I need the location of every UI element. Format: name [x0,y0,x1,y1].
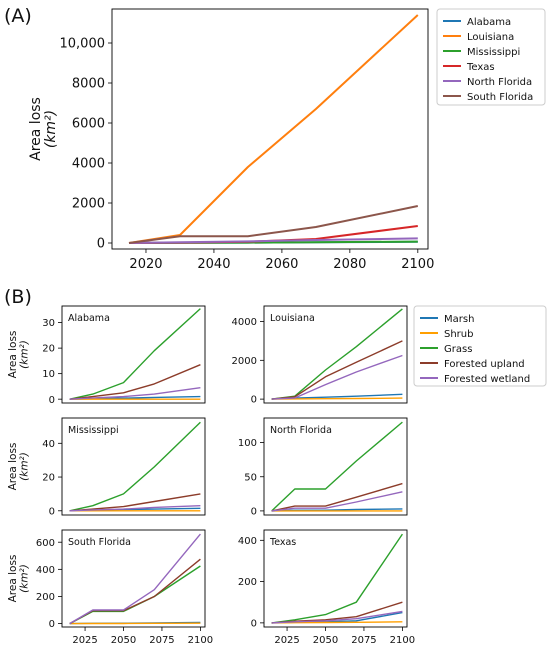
legend-b-label: Shrub [444,329,473,340]
legend-a-label: Texas [466,62,495,73]
chart-b-4-ytick-label: 0 [251,507,257,518]
chart-b-2-ytick-label: 2000 [232,356,257,367]
chart-a-ylabel-text: Area loss [28,97,44,161]
chart-b-3-title: Mississippi [68,425,119,436]
chart-b-1-ytick-label: 10 [42,369,55,380]
chart-b-5-frame [61,529,206,628]
legend-a-label: Alabama [467,17,511,28]
legend-b-label: Marsh [444,314,474,325]
chart-a-ytick-label: 10,000 [60,37,106,52]
chart-b-5-xtick-label: 2100 [188,635,213,646]
chart-a-ytick-label: 8000 [72,77,105,92]
chart-b-5-ylabel-text: Area loss [7,555,19,603]
legend-a-label: Louisiana [467,32,514,43]
chart-a-xtick-label: 2060 [265,257,298,272]
chart-b-5-ytick-label: 600 [36,538,55,549]
chart-b-1-ytick-label: 20 [42,344,55,355]
chart-b-6-ytick-label: 200 [238,577,257,588]
chart-a-ylabel-unit: (km²) [43,110,59,148]
chart-b-5-ytick-label: 400 [36,565,55,576]
chart-a-ytick-label: 0 [97,237,105,252]
legend-a-label: Mississippi [467,47,520,58]
chart-b-3-ytick-label: 20 [42,473,55,484]
chart-a-frame [111,8,429,250]
legend-a-frame [436,8,546,106]
chart-a-xtick-label: 2080 [333,257,366,272]
chart-b-1-ytick-label: 30 [42,318,55,329]
chart-b-6-series-grass [271,533,403,624]
chart-b-3-frame [61,417,206,516]
legend-b-frame [413,305,547,387]
chart-b-3-ylabel-unit: (km²) [19,452,31,481]
chart-b-2-ytick-label: 0 [251,395,257,406]
chart-b-6-series-forested-wetland [271,610,403,624]
chart-b-1-series-forested-upland [69,364,201,400]
chart-a-xtick-label: 2040 [197,257,230,272]
chart-b-5-ytick-label: 200 [36,592,55,603]
chart-b-4-series-forested-wetland [271,491,403,512]
chart-b-5-xtick-label: 2025 [72,635,97,646]
chart-a-ylabel: Area loss (km²) [28,97,59,161]
chart-b-6-frame [263,529,408,628]
chart-b-4-frame [263,417,408,516]
chart-b-1-ylabel: Area loss (km²) [7,331,31,379]
chart-a-series-south-florida [128,205,419,244]
chart-b-6-xtick-label: 2050 [313,635,338,646]
chart-b-3-ytick-label: 40 [42,439,55,450]
chart-b-1-frame [61,305,206,404]
chart-b-4-title: North Florida [270,425,332,436]
panel-label-a: (A) [4,5,32,27]
chart-b-5-xtick-label: 2050 [111,635,136,646]
chart-b-2-frame [263,305,408,404]
chart-a-xtick-label: 2100 [401,257,434,272]
chart-b-3-series-forested-wetland [69,505,201,512]
chart-b-4-ytick-label: 100 [238,438,257,449]
legend-b-label: Grass [444,344,472,355]
chart-b-3-ylabel-text: Area loss [7,443,19,491]
chart-b-1-ylabel-unit: (km²) [19,340,31,369]
chart-b-6-xtick-label: 2075 [351,635,376,646]
chart-b-3-ytick-label: 0 [49,506,55,517]
chart-b-5-ylabel-unit: (km²) [19,564,31,593]
chart-a-ytick-label: 6000 [72,117,105,132]
chart-b-2-series-forested-wetland [271,354,403,400]
chart-b-4-ytick-label: 50 [244,472,257,483]
chart-b-2-ytick-label: 4000 [232,317,257,328]
chart-b-6-ytick-label: 400 [238,536,257,547]
chart-b-1-series-grass [69,308,201,400]
chart-b-1-title: Alabama [68,313,110,324]
chart-b-3-ylabel: Area loss (km²) [7,443,31,491]
chart-b-4-series-grass [271,421,403,512]
chart-a-series-north-florida [128,237,418,244]
chart-a-series-louisiana [128,14,419,244]
chart-b-4-series-forested-upland [271,482,403,512]
chart-b-5-ylabel: Area loss (km²) [7,555,31,603]
chart-b-3-series-grass [69,421,201,512]
chart-b-2-title: Louisiana [270,313,315,324]
panel-label-b: (B) [4,286,32,308]
chart-a-xtick-label: 2020 [129,257,162,272]
chart-b-5-ytick-label: 0 [49,619,55,630]
legend-b-label: Forested wetland [444,374,530,385]
legend-a-label: South Florida [467,92,533,103]
chart-a-ytick-label: 4000 [72,157,105,172]
chart-b-6-xtick-label: 2025 [274,635,299,646]
chart-b-6-title: Texas [269,537,296,548]
chart-b-1-ylabel-text: Area loss [7,331,19,379]
chart-b-5-title: South Florida [68,537,131,548]
chart-b-6-ytick-label: 0 [251,618,257,629]
legend-b-label: Forested upland [444,359,525,370]
chart-b-2-series-forested-upland [271,340,403,400]
chart-b-1-ytick-label: 0 [49,395,55,406]
chart-b-1-series-forested-wetland [69,387,201,400]
chart-b-5-series-forested-wetland [69,533,201,625]
chart-b-5-xtick-label: 2075 [149,635,174,646]
chart-b-6-xtick-label: 2100 [390,635,415,646]
legend-a-label: North Florida [467,77,532,88]
chart-a-ytick-label: 2000 [72,197,105,212]
